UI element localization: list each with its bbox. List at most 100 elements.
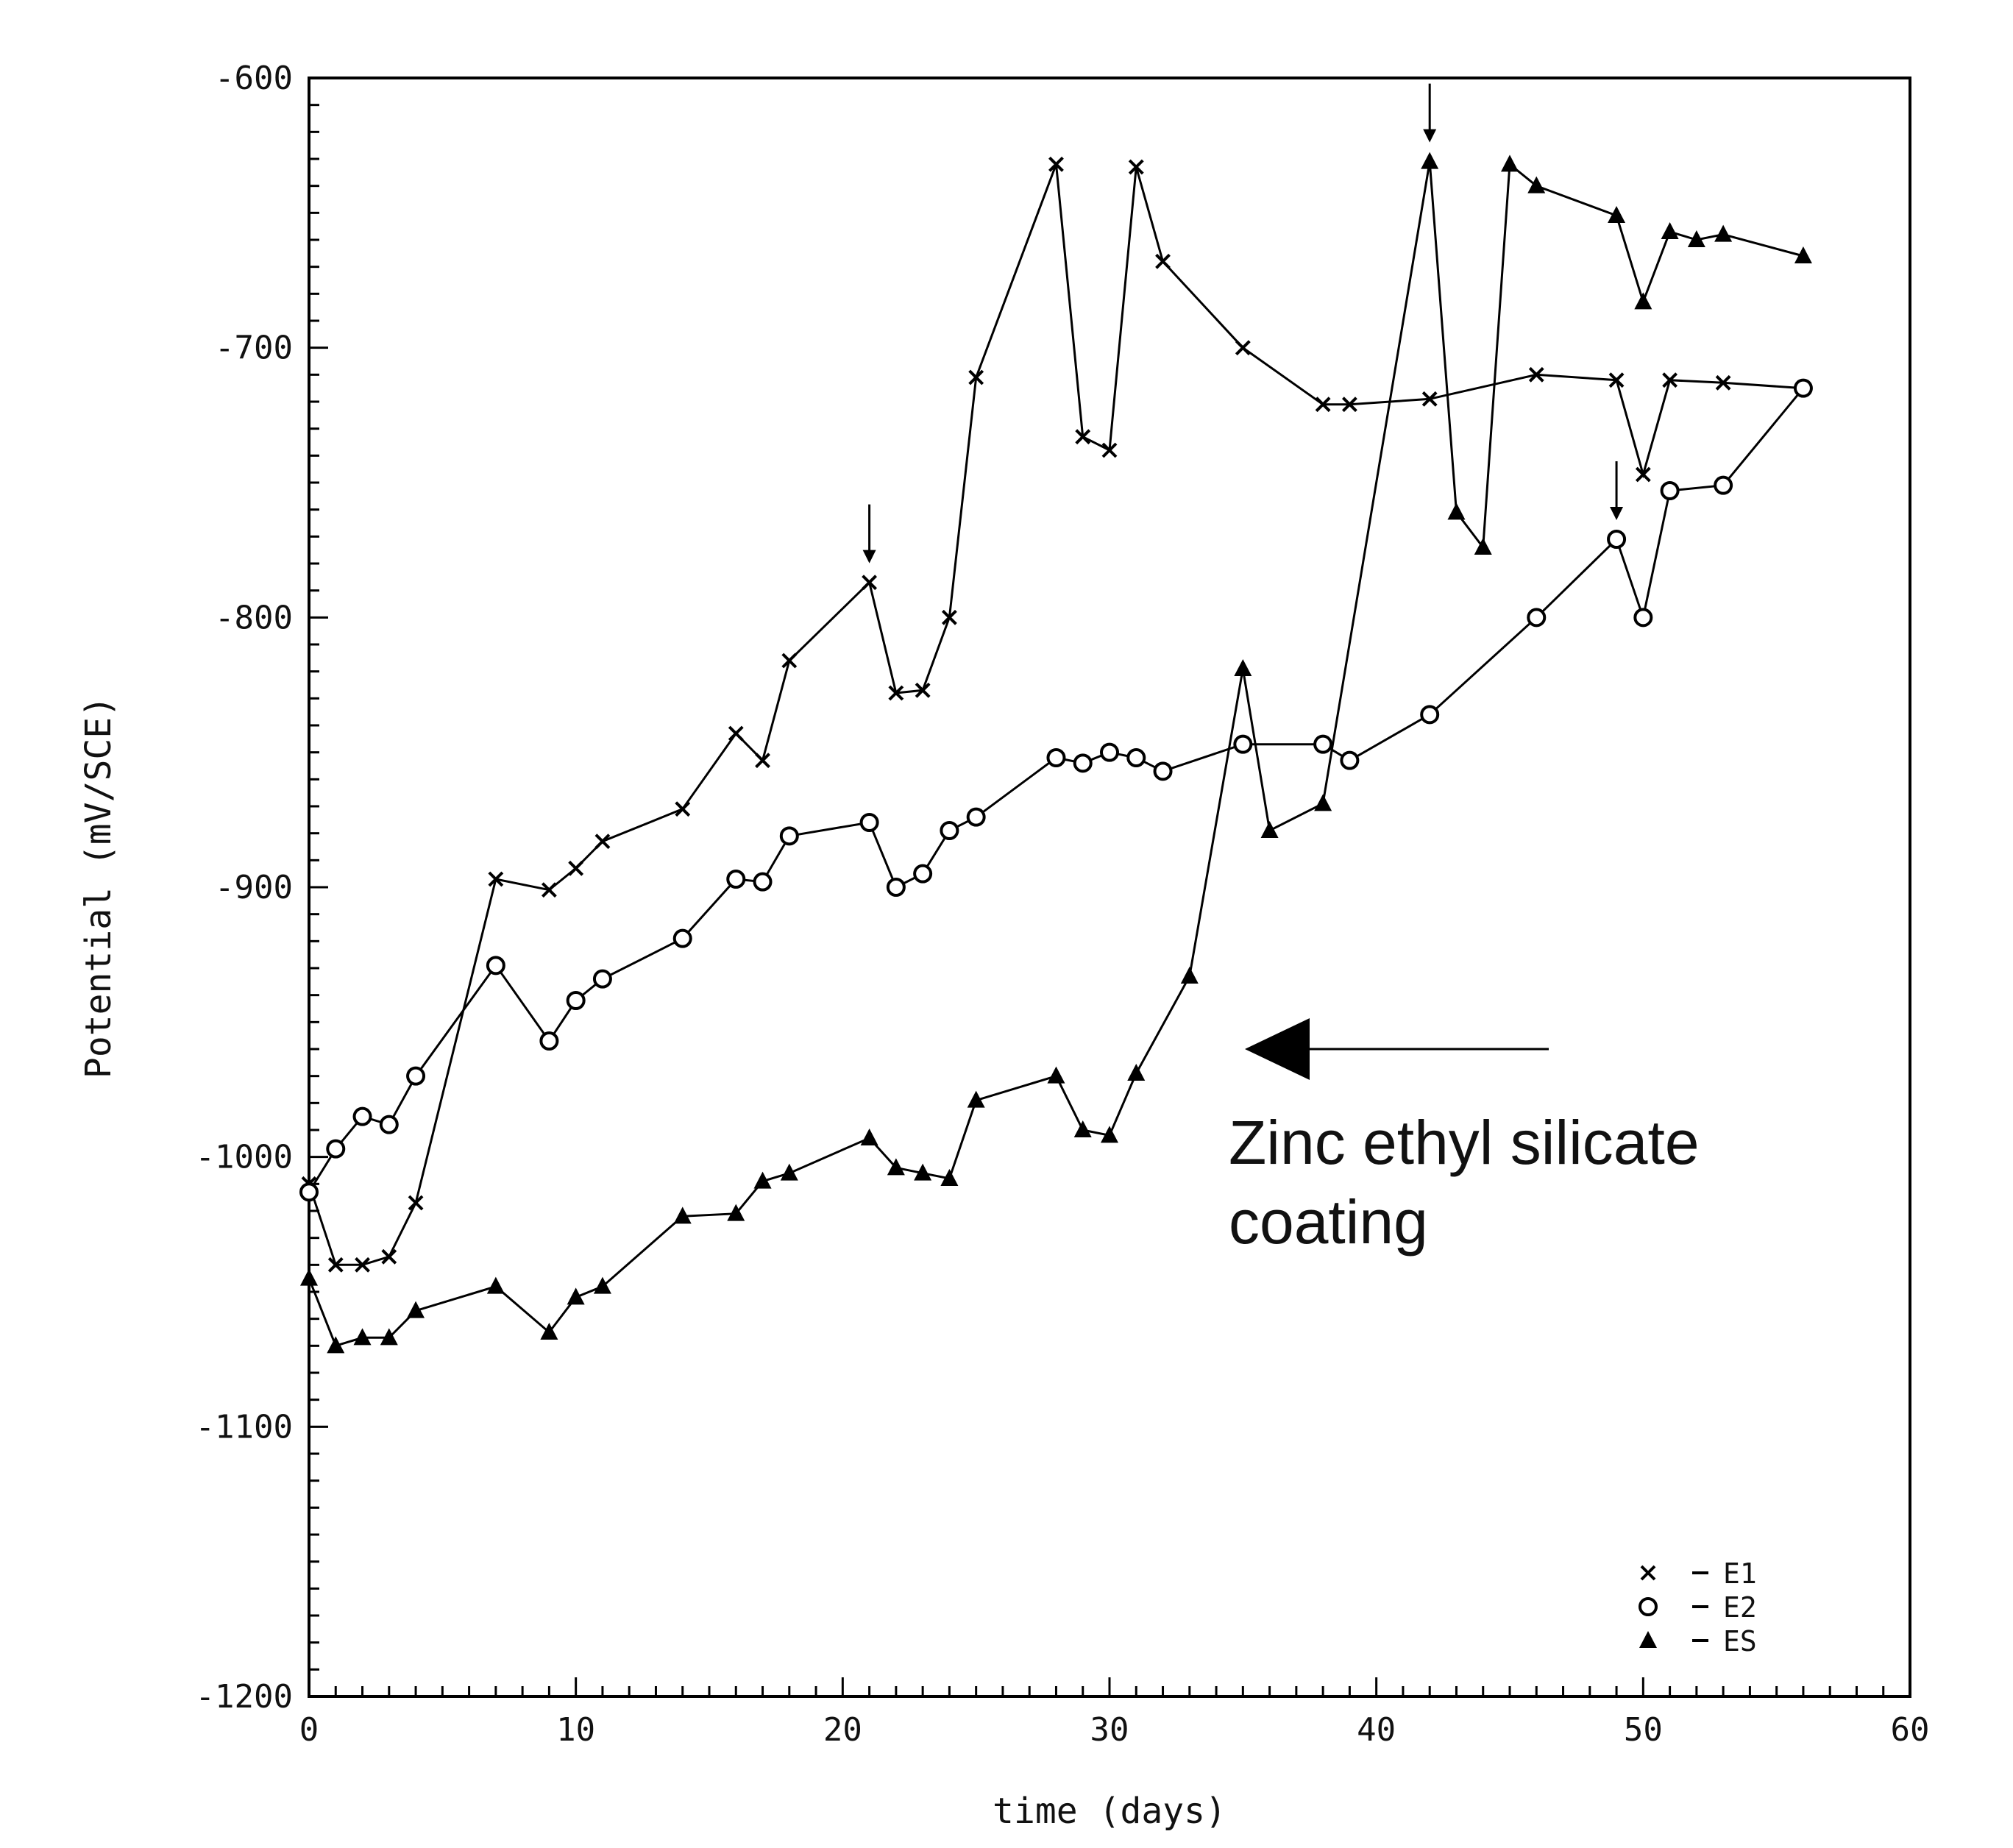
legend-marker xyxy=(1639,1597,1658,1616)
x-tick-label: 30 xyxy=(1090,1711,1129,1749)
data-point-es xyxy=(753,1171,772,1189)
series-e1 xyxy=(301,156,1811,1273)
marker-arrows xyxy=(862,83,1624,564)
data-point-e2 xyxy=(726,870,746,889)
data-point-es xyxy=(1234,659,1252,676)
data-point-e2 xyxy=(379,1115,399,1134)
data-point-e2 xyxy=(940,821,959,840)
data-point-e1 xyxy=(1128,159,1144,175)
down-arrow-icon xyxy=(1423,83,1437,143)
data-point-es xyxy=(967,1090,985,1108)
legend-label: E1 xyxy=(1723,1557,1757,1590)
data-point-es xyxy=(353,1328,372,1346)
data-point-es xyxy=(540,1323,558,1340)
data-point-es xyxy=(673,1206,692,1224)
data-point-e1 xyxy=(968,369,984,385)
data-point-es xyxy=(780,1163,798,1181)
data-point-es xyxy=(1794,246,1812,263)
data-point-es xyxy=(1447,502,1466,520)
data-point-es xyxy=(1634,292,1652,310)
data-point-e1 xyxy=(755,753,770,769)
series-line-e1 xyxy=(308,163,1804,1266)
x-tick-label: 60 xyxy=(1891,1711,1930,1749)
axis-ticks xyxy=(308,77,1911,1698)
data-point-e2 xyxy=(859,813,879,832)
data-point-es xyxy=(1608,206,1626,223)
x-tick-label: 10 xyxy=(556,1711,595,1749)
data-point-es xyxy=(887,1158,905,1176)
legend-item-es: ES xyxy=(1639,1625,1757,1657)
data-point-es xyxy=(1073,1120,1092,1137)
data-point-es xyxy=(1101,1126,1118,1143)
data-point-es xyxy=(860,1129,878,1145)
data-point-e2 xyxy=(592,969,612,989)
data-point-es xyxy=(407,1301,425,1318)
data-point-e2 xyxy=(352,1106,372,1126)
data-point-e1 xyxy=(381,1248,397,1265)
y-tick-label: -600 xyxy=(215,60,293,97)
y-tick-label: -900 xyxy=(215,869,293,906)
data-point-es xyxy=(1661,222,1679,239)
annotation-arrow xyxy=(1245,1018,1549,1080)
data-point-es xyxy=(1714,224,1733,242)
data-point-es xyxy=(1501,154,1519,172)
data-point-e1 xyxy=(915,682,931,698)
data-point-e1 xyxy=(355,1257,370,1273)
y-tick-label: -800 xyxy=(215,599,293,636)
data-point-es xyxy=(940,1169,959,1186)
y-tick-label: -700 xyxy=(215,330,293,367)
data-point-e1 xyxy=(941,609,957,625)
data-point-es xyxy=(380,1328,398,1346)
data-point-e1 xyxy=(1075,429,1091,445)
data-point-e1 xyxy=(1235,340,1251,356)
data-point-e2 xyxy=(326,1139,346,1159)
data-point-e2 xyxy=(1100,742,1119,762)
data-point-es xyxy=(1127,1064,1146,1081)
arrowhead-icon xyxy=(1245,1018,1310,1080)
down-arrow-icon xyxy=(862,504,876,564)
data-point-e2 xyxy=(1660,481,1680,500)
data-point-es xyxy=(1527,176,1546,193)
data-point-e2 xyxy=(486,956,505,975)
y-tick-label: -1200 xyxy=(196,1678,293,1716)
data-point-e1 xyxy=(408,1195,424,1211)
data-point-es xyxy=(914,1163,932,1181)
data-point-e2 xyxy=(299,1182,319,1202)
x-tick-label: 0 xyxy=(299,1711,319,1749)
data-point-es xyxy=(567,1287,585,1305)
data-point-e2 xyxy=(1046,748,1066,767)
data-point-e1 xyxy=(1528,366,1544,383)
legend-label: ES xyxy=(1723,1625,1757,1657)
data-point-e2 xyxy=(1340,750,1360,770)
data-point-e2 xyxy=(753,872,773,892)
data-point-e2 xyxy=(1793,378,1813,398)
y-tick-label: -1100 xyxy=(196,1408,293,1446)
data-point-e2 xyxy=(1126,748,1146,767)
data-point-e2 xyxy=(1153,761,1173,781)
data-point-es xyxy=(300,1268,318,1286)
data-point-e1 xyxy=(1662,372,1678,388)
data-point-e1 xyxy=(1315,397,1331,413)
series-e2 xyxy=(299,378,1813,1202)
data-point-e1 xyxy=(568,860,584,876)
data-point-e1 xyxy=(1101,442,1118,458)
data-point-e1 xyxy=(541,882,557,898)
data-point-es xyxy=(1687,230,1705,247)
data-point-e2 xyxy=(1073,753,1093,773)
legend-marker xyxy=(1639,1631,1657,1648)
data-point-e2 xyxy=(539,1031,559,1051)
data-point-es xyxy=(486,1276,505,1294)
data-point-es xyxy=(1314,794,1332,811)
legend-marker xyxy=(1640,1565,1656,1581)
data-point-e2 xyxy=(672,928,692,948)
data-point-e1 xyxy=(1715,374,1731,391)
data-point-es xyxy=(1260,821,1279,838)
data-point-es xyxy=(1421,152,1439,169)
data-point-e1 xyxy=(488,871,504,887)
data-point-e2 xyxy=(1714,475,1733,495)
data-point-e2 xyxy=(1633,608,1653,628)
data-point-es xyxy=(1474,538,1492,555)
data-point-e1 xyxy=(675,801,691,817)
legend-item-e1: E1 xyxy=(1640,1557,1757,1590)
data-point-e2 xyxy=(886,878,906,897)
